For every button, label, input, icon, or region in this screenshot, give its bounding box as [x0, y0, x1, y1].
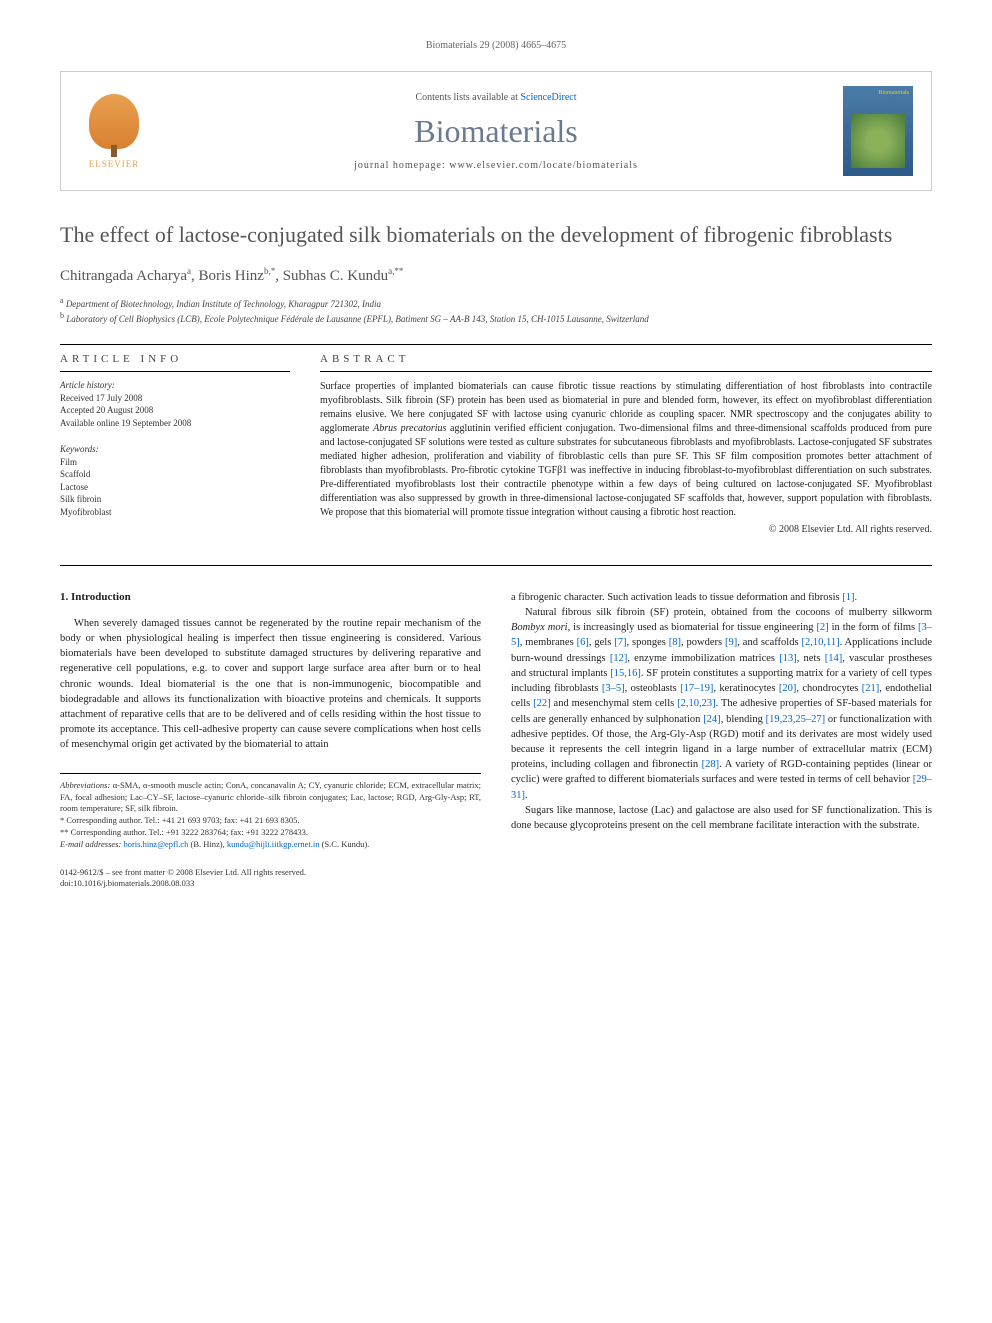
info-abstract-row: ARTICLE INFO Article history: Received 1… — [60, 345, 932, 535]
affil-text-a: Department of Biotechnology, Indian Inst… — [66, 299, 381, 309]
journal-cover-thumbnail: Biomaterials — [843, 86, 913, 176]
section-title: Introduction — [71, 591, 131, 603]
affil-text-b: Laboratory of Cell Biophysics (LCB), Eco… — [66, 314, 649, 324]
abstract-copyright: © 2008 Elsevier Ltd. All rights reserved… — [320, 524, 932, 535]
keywords-label: Keywords: — [60, 444, 290, 454]
email-label: E-mail addresses: — [60, 839, 121, 849]
homepage-line: journal homepage: www.elsevier.com/locat… — [149, 160, 843, 171]
author-2-affil: b,* — [264, 266, 275, 276]
keyword-5: Myofibroblast — [60, 506, 290, 519]
homepage-prefix: journal homepage: — [354, 160, 449, 171]
elsevier-tree-icon — [89, 94, 139, 149]
email-line: E-mail addresses: boris.hinz@epfl.ch (B.… — [60, 839, 481, 851]
history-received: Received 17 July 2008 — [60, 392, 290, 405]
email-name-2: (S.C. Kundu). — [319, 839, 369, 849]
doi-line: doi:10.1016/j.biomaterials.2008.08.033 — [60, 878, 481, 889]
keyword-1: Film — [60, 456, 290, 469]
intro-paragraph-1-cont: a fibrogenic character. Such activation … — [511, 590, 932, 605]
abbreviations-line: Abbreviations: α-SMA, α-smooth muscle ac… — [60, 780, 481, 816]
body-column-right: a fibrogenic character. Such activation … — [511, 590, 932, 889]
abbrev-label: Abbreviations: — [60, 780, 110, 790]
cover-image-icon — [851, 114, 905, 168]
publisher-logo: ELSEVIER — [79, 91, 149, 171]
keywords-block: Keywords: Film Scaffold Lactose Silk fib… — [60, 444, 290, 519]
author-3-affil: a,** — [388, 266, 403, 276]
email-name-1: (B. Hinz), — [188, 839, 226, 849]
article-history-block: Article history: Received 17 July 2008 A… — [60, 380, 290, 430]
body-columns: 1. Introduction When severely damaged ti… — [60, 590, 932, 889]
history-accepted: Accepted 20 August 2008 — [60, 404, 290, 417]
section-number: 1. — [60, 591, 68, 603]
email-link-1[interactable]: boris.hinz@epfl.ch — [123, 839, 188, 849]
page-footer: 0142-9612/$ – see front matter © 2008 El… — [60, 867, 481, 889]
front-matter-line: 0142-9612/$ – see front matter © 2008 El… — [60, 867, 481, 878]
intro-paragraph-2: Natural fibrous silk fibroin (SF) protei… — [511, 605, 932, 803]
abbrev-text: α-SMA, α-smooth muscle actin; ConA, conc… — [60, 780, 481, 814]
corresponding-1: * Corresponding author. Tel.: +41 21 693… — [60, 815, 481, 827]
affil-sup-a: a — [60, 296, 64, 305]
keyword-2: Scaffold — [60, 468, 290, 481]
article-info-heading: ARTICLE INFO — [60, 345, 290, 372]
affiliations: a Department of Biotechnology, Indian In… — [60, 295, 932, 326]
authors-line: Chitrangada Acharyaa, Boris Hinzb,*, Sub… — [60, 266, 932, 285]
sciencedirect-link[interactable]: ScienceDirect — [520, 92, 576, 103]
history-label: Article history: — [60, 380, 290, 390]
homepage-url[interactable]: www.elsevier.com/locate/biomaterials — [449, 160, 638, 171]
affiliation-a: a Department of Biotechnology, Indian In… — [60, 295, 932, 311]
running-header: Biomaterials 29 (2008) 4665–4675 — [60, 40, 932, 51]
affiliation-b: b Laboratory of Cell Biophysics (LCB), E… — [60, 310, 932, 326]
keyword-3: Lactose — [60, 481, 290, 494]
section-1-heading: 1. Introduction — [60, 590, 481, 606]
divider-2 — [60, 565, 932, 566]
abstract-text: Surface properties of implanted biomater… — [320, 380, 932, 520]
author-3: , Subhas C. Kundu — [275, 268, 388, 284]
abstract-column: ABSTRACT Surface properties of implanted… — [320, 345, 932, 535]
email-link-2[interactable]: kundu@hijli.iitkgp.ernet.in — [227, 839, 320, 849]
journal-header-box: ELSEVIER Contents lists available at Sci… — [60, 71, 932, 191]
corresponding-2: ** Corresponding author. Tel.: +91 3222 … — [60, 827, 481, 839]
contents-prefix: Contents lists available at — [415, 92, 520, 103]
publisher-name: ELSEVIER — [89, 159, 140, 169]
intro-paragraph-1: When severely damaged tissues cannot be … — [60, 616, 481, 753]
journal-title: Biomaterials — [149, 113, 843, 150]
author-1: Chitrangada Acharya — [60, 268, 187, 284]
journal-center: Contents lists available at ScienceDirec… — [149, 92, 843, 171]
contents-line: Contents lists available at ScienceDirec… — [149, 92, 843, 103]
cover-label: Biomaterials — [878, 90, 909, 96]
article-title: The effect of lactose-conjugated silk bi… — [60, 221, 932, 250]
abstract-heading: ABSTRACT — [320, 345, 932, 372]
intro-paragraph-3: Sugars like mannose, lactose (Lac) and g… — [511, 803, 932, 833]
author-2: , Boris Hinz — [191, 268, 264, 284]
history-online: Available online 19 September 2008 — [60, 417, 290, 430]
footnotes-block: Abbreviations: α-SMA, α-smooth muscle ac… — [60, 773, 481, 851]
affil-sup-b: b — [60, 311, 64, 320]
article-info-column: ARTICLE INFO Article history: Received 1… — [60, 345, 290, 535]
col2-p1-text: a fibrogenic character. Such activation … — [511, 592, 857, 603]
body-column-left: 1. Introduction When severely damaged ti… — [60, 590, 481, 889]
keyword-4: Silk fibroin — [60, 493, 290, 506]
